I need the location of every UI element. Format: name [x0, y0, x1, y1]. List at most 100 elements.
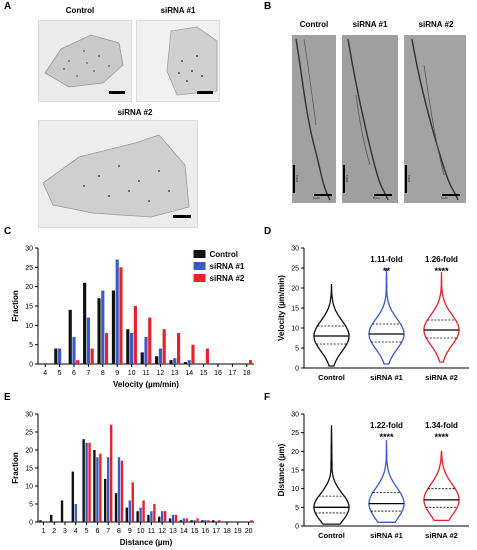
bar	[142, 500, 145, 522]
x-tick-label: siRNA #2	[425, 531, 458, 540]
legend-label: Control	[210, 250, 238, 259]
bar	[155, 356, 159, 364]
kymo-time-label: 100 s	[295, 175, 299, 183]
panel-letter-b: B	[264, 1, 272, 12]
bar	[120, 460, 124, 522]
y-tick-label: 15	[291, 468, 299, 475]
bar	[185, 518, 188, 522]
cell-image-control	[38, 20, 132, 102]
y-tick-label: 25	[291, 430, 299, 437]
bar	[248, 360, 253, 364]
bar	[74, 504, 77, 522]
x-tick-label: 13	[169, 528, 177, 535]
fold-change-label: 1.11-fold	[370, 255, 403, 264]
scale-bar	[109, 91, 125, 94]
y-tick-label: 25	[25, 265, 33, 272]
bar	[107, 457, 110, 522]
x-tick-label: 16	[214, 370, 222, 377]
x-tick-label: 14	[185, 370, 193, 377]
x-tick-label: 12	[158, 528, 166, 535]
x-tick-label: 11	[142, 370, 149, 377]
panel-letter-c: C	[4, 226, 12, 237]
bar	[130, 333, 134, 364]
x-tick-label: 2	[52, 528, 56, 535]
kymograph-control: 5 µm 100 s	[292, 35, 336, 203]
cell-image-sirna2	[38, 120, 198, 228]
legend-swatch	[193, 250, 206, 258]
x-tick-label: 14	[180, 528, 188, 535]
violin	[313, 283, 350, 367]
y-tick-label: 20	[25, 448, 33, 455]
bar	[153, 504, 156, 522]
x-tick-label: Control	[318, 531, 345, 540]
y-tick-label: 15	[291, 306, 299, 313]
bar	[158, 348, 162, 364]
bar	[60, 500, 64, 522]
bar	[68, 309, 72, 364]
bar	[114, 493, 118, 522]
bar	[76, 360, 80, 364]
bar	[179, 520, 183, 522]
x-tick-label: 4	[74, 528, 78, 535]
bar	[50, 514, 53, 522]
legend-label: siRNA #2	[210, 274, 245, 283]
significance-stars: ****	[434, 432, 449, 442]
x-tick-label: 8	[101, 370, 105, 377]
bar	[104, 478, 107, 522]
x-tick-label: 17	[212, 528, 220, 535]
bar	[136, 511, 139, 522]
scale-bar	[173, 215, 191, 218]
y-axis-label: Fraction	[11, 452, 20, 484]
kymo-scale-label: 5 µm	[373, 196, 380, 200]
fold-change-label: 1.22-fold	[370, 421, 403, 430]
significance-stars: **	[383, 266, 391, 276]
y-tick-label: 5	[295, 505, 299, 512]
bar	[162, 329, 166, 364]
x-tick-label: 7	[86, 370, 90, 377]
cell-image-sirna1-art	[137, 21, 219, 101]
bar	[93, 450, 96, 522]
bar	[133, 306, 137, 364]
bar	[119, 267, 123, 364]
panel-a-label-control: Control	[65, 6, 95, 15]
x-tick-label: 8	[117, 528, 121, 535]
velocity-histogram: 0 5 10 15 20 25 30 Fraction 4 5 6 7 8 9 10 11 12 13 14 15 16…	[11, 246, 254, 389]
y-tick-label: 0	[295, 524, 299, 531]
y-tick-label: 20	[291, 286, 299, 293]
bar	[182, 518, 185, 522]
violin	[423, 272, 460, 363]
x-tick-label: 18	[243, 370, 251, 377]
bar	[39, 520, 42, 522]
violin	[368, 440, 405, 523]
y-tick-label: 30	[25, 246, 33, 253]
x-tick-label: 13	[171, 370, 179, 377]
bar	[174, 514, 178, 522]
bar	[212, 520, 215, 522]
panel-b-label-sirna1: siRNA #1	[352, 20, 388, 29]
significance-stars: ****	[434, 266, 449, 276]
bar	[201, 520, 204, 522]
panel-a-label-sirna2: siRNA #2	[117, 108, 153, 117]
x-tick-label: 19	[234, 528, 242, 535]
kymo-scale-label: 5 µm	[313, 196, 320, 200]
bar	[111, 290, 116, 364]
x-tick-label: siRNA #2	[425, 373, 458, 382]
y-tick-label: 15	[25, 304, 33, 311]
bar	[104, 333, 109, 364]
y-tick-label: 5	[295, 346, 299, 353]
bar	[217, 520, 221, 522]
y-tick-label: 25	[291, 266, 299, 273]
kymograph-sirna2: 5 µm 100 s	[404, 35, 466, 203]
x-tick-label: 16	[202, 528, 210, 535]
bar	[96, 457, 99, 522]
x-tick-label: 10	[137, 528, 145, 535]
scale-bar	[197, 91, 213, 94]
bar	[85, 442, 88, 522]
cell-image-sirna2-art	[39, 121, 197, 227]
kymo-scale-bar	[314, 194, 332, 196]
kymograph-sirna1-art	[342, 35, 398, 203]
x-tick-label: 18	[223, 528, 231, 535]
x-tick-label: siRNA #1	[370, 373, 403, 382]
bar	[126, 329, 130, 364]
